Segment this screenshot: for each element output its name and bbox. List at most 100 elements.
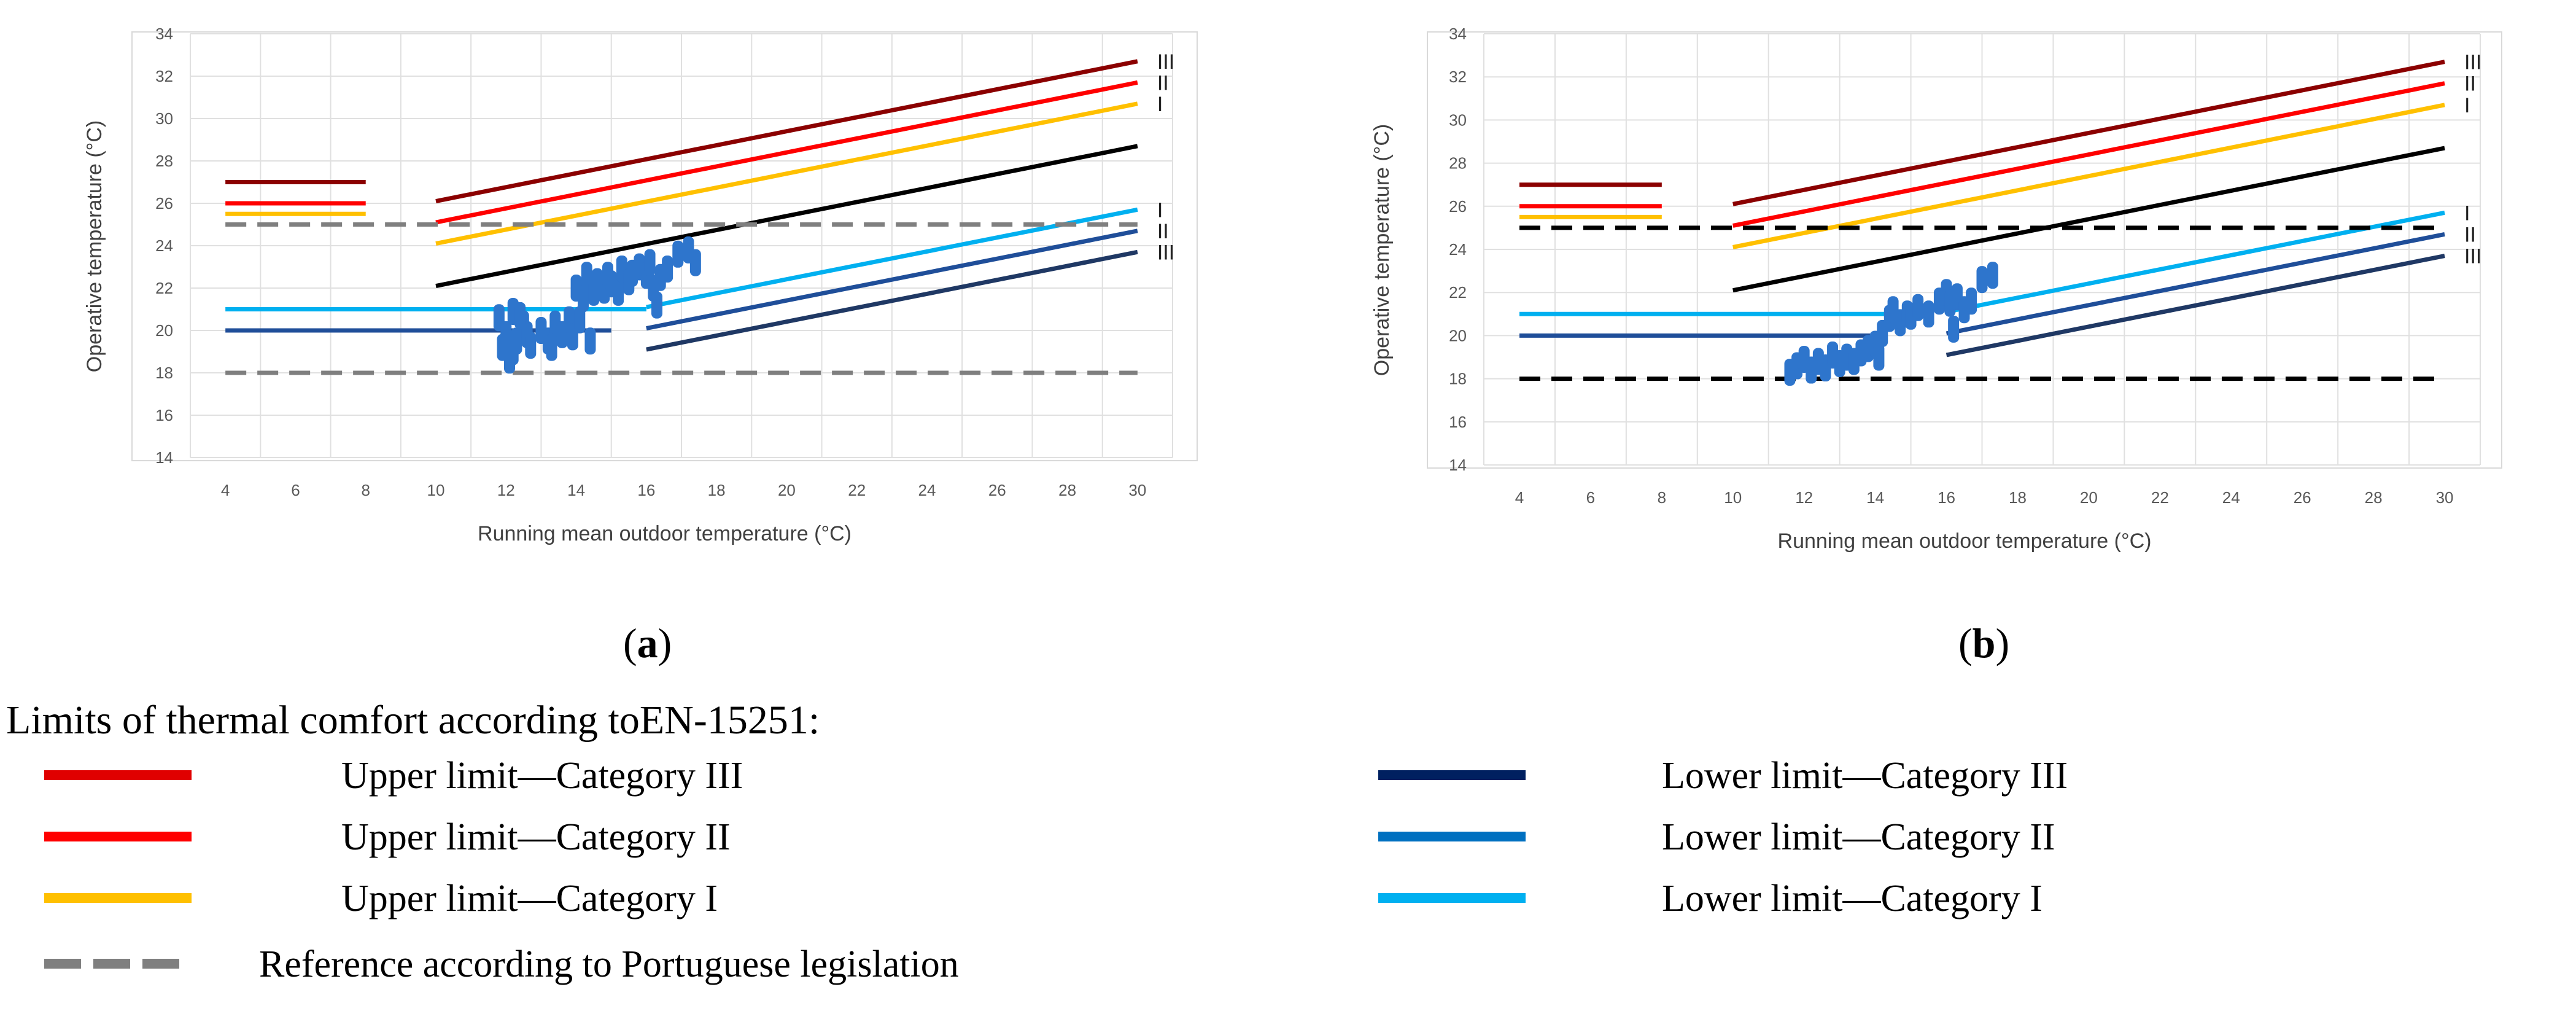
chart-b: 14 16 18 20 22 24 26 28 30 32 34 4 6 8 10 12 14 16 18 20 22 2… — [1370, 25, 2502, 553]
category-end-label: II — [1157, 71, 1169, 95]
x-tick-label: 8 — [1658, 488, 1666, 507]
scatter-point — [546, 334, 557, 361]
scatter-point — [1966, 287, 1977, 315]
scatter-point — [651, 291, 662, 319]
x-tick-label: 24 — [2222, 488, 2240, 507]
scatter-point — [1923, 300, 1934, 328]
legend-label-lower-iii: Lower limit—Category III — [1662, 755, 2068, 797]
x-tick-label: 12 — [497, 481, 515, 499]
scatter-point — [644, 249, 656, 276]
y-tick-label: 32 — [1449, 68, 1467, 86]
x-tick-label: 10 — [1724, 488, 1742, 507]
x-tick-label: 28 — [2365, 488, 2383, 507]
y-tick-label: 16 — [1449, 413, 1467, 431]
x-tick-label: 26 — [988, 481, 1006, 499]
y-tick-label: 24 — [155, 236, 173, 255]
series-line — [1732, 81, 2445, 228]
category-end-label: III — [2464, 245, 2481, 268]
legend-item-upper-iii — [44, 754, 192, 797]
x-tick-label: 28 — [1058, 481, 1076, 499]
x-tick-label: 22 — [2151, 488, 2169, 507]
category-end-label: II — [2464, 72, 2476, 96]
scatter-point — [662, 255, 673, 283]
legend-swatch-lower-i — [1378, 893, 1526, 903]
y-tick-label: 14 — [155, 448, 173, 467]
category-end-label: II — [2464, 223, 2476, 246]
y-tick-label: 32 — [155, 67, 173, 85]
chart-a: 14 16 18 20 22 24 26 28 30 32 34 4 6 8 10 12 14 16 18 20 22 2… — [83, 25, 1198, 545]
x-tick-label: 12 — [1795, 488, 1813, 507]
series-line — [435, 80, 1138, 225]
y-tick-label: 28 — [155, 152, 173, 170]
y-tick-label: 20 — [1449, 326, 1467, 345]
x-tick-label: 20 — [778, 481, 796, 499]
y-tick-label: 22 — [155, 279, 173, 297]
scatter-point — [1873, 343, 1885, 371]
legend-swatch-upper-iii — [44, 770, 192, 780]
scatter-point — [1976, 266, 1988, 294]
scatter-point — [525, 332, 537, 359]
y-tick-label: 14 — [1449, 456, 1467, 474]
y-axis-title: Operative temperature (°C) — [1370, 124, 1394, 376]
legend-item-reference — [44, 942, 192, 985]
category-end-label: I — [2464, 94, 2470, 117]
x-tick-label: 8 — [361, 481, 370, 499]
scatter-point — [1948, 315, 1960, 343]
panel-label-b: (b) — [1958, 620, 2010, 666]
scatter-point — [672, 240, 684, 268]
scatter-point — [578, 285, 589, 313]
legend-title: Limits of thermal comfort according toEN… — [6, 698, 820, 743]
x-axis-title: Running mean outdoor temperature (°C) — [478, 522, 852, 545]
legend-item-lower-i — [1378, 876, 1526, 919]
legend-item-lower-ii — [1378, 815, 1526, 858]
legend-label-lower-i: Lower limit—Category I — [1662, 878, 2043, 919]
legend-swatch-reference — [44, 959, 192, 969]
scatter-point — [1912, 294, 1924, 321]
x-axis-title: Running mean outdoor temperature (°C) — [1778, 529, 2152, 553]
series-line — [435, 101, 1138, 246]
series-line — [435, 59, 1138, 203]
x-tick-label: 18 — [2009, 488, 2027, 507]
series-line — [1946, 232, 2445, 336]
series-line — [1732, 146, 2445, 293]
y-tick-label: 16 — [155, 406, 173, 424]
legend-label-upper-ii: Upper limit—Category II — [341, 816, 731, 858]
y-tick-label: 26 — [1449, 197, 1467, 216]
y-axis-title: Operative temperature (°C) — [83, 120, 106, 372]
series-line — [646, 228, 1138, 330]
x-tick-label: 24 — [918, 481, 936, 499]
y-tick-label: 20 — [155, 321, 173, 340]
x-tick-label: 10 — [427, 481, 445, 499]
y-tick-label: 34 — [155, 25, 173, 43]
series-line — [1946, 254, 2445, 357]
legend-label-reference: Reference according to Portuguese legisl… — [259, 943, 959, 985]
legend-item-lower-iii — [1378, 754, 1526, 797]
x-tick-label: 16 — [637, 481, 655, 499]
category-end-label: II — [1157, 220, 1169, 243]
x-tick-label: 6 — [291, 481, 300, 499]
category-end-label: I — [1157, 93, 1163, 116]
legend-item-upper-ii — [44, 815, 192, 858]
scatter-point — [689, 249, 701, 276]
legend-label-upper-i: Upper limit—Category I — [341, 878, 718, 919]
category-end-label: I — [1157, 198, 1163, 222]
y-tick-label: 24 — [1449, 240, 1467, 259]
legend-swatch-lower-ii — [1378, 832, 1526, 841]
scatter-point — [613, 278, 624, 306]
x-tick-label: 18 — [708, 481, 726, 499]
y-tick-label: 26 — [155, 194, 173, 213]
x-tick-label: 26 — [2294, 488, 2311, 507]
panel-letter-b: b — [1972, 620, 1996, 666]
category-end-label: III — [1157, 241, 1174, 264]
scatter-point — [1987, 262, 1998, 289]
series-line — [435, 144, 1138, 288]
legend-item-upper-i — [44, 876, 192, 919]
x-tick-label: 14 — [567, 481, 585, 499]
legend-label-upper-iii: Upper limit—Category III — [341, 755, 743, 797]
y-tick-label: 28 — [1449, 154, 1467, 173]
y-tick-label: 18 — [155, 364, 173, 382]
legend-swatch-lower-iii — [1378, 770, 1526, 780]
legend-label-lower-ii: Lower limit—Category II — [1662, 816, 2055, 858]
x-tick-label: 22 — [848, 481, 866, 499]
y-tick-label: 22 — [1449, 283, 1467, 302]
